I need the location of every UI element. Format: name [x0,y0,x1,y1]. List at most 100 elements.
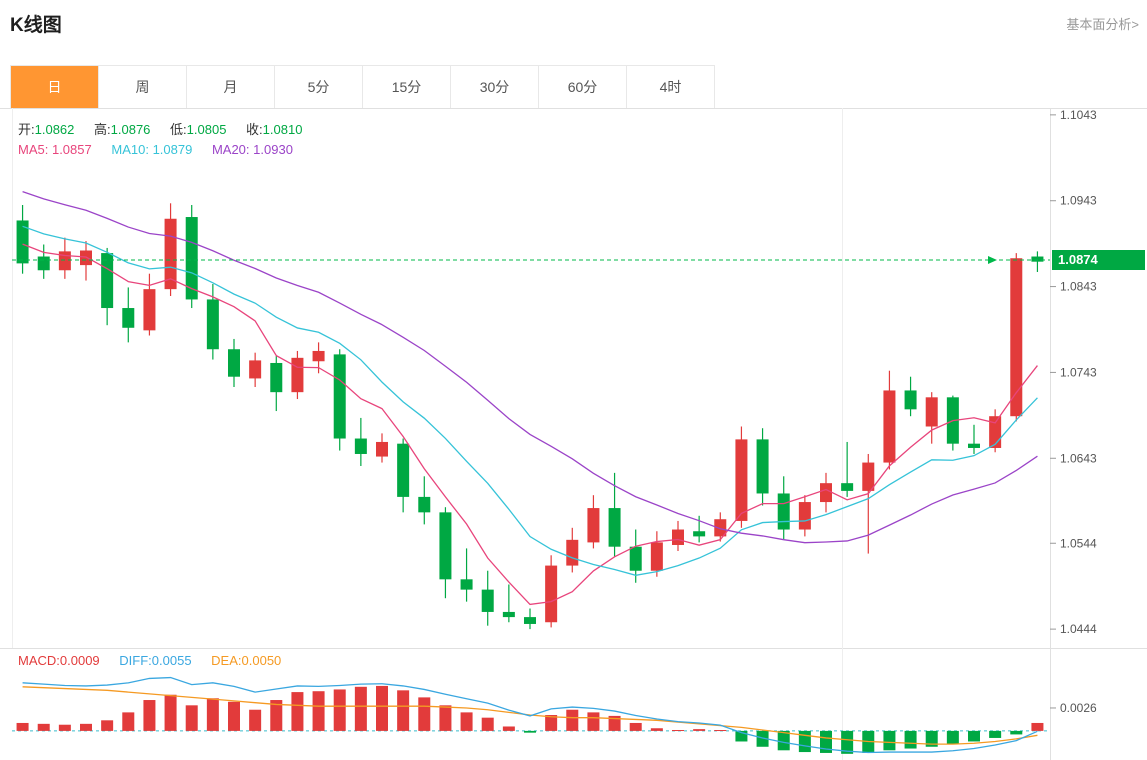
candle-body [566,539,579,566]
low-label: 低: [170,122,187,137]
candle-body [714,519,727,537]
macd-bar [312,691,325,731]
candle-body [756,439,769,494]
candle-body [650,542,663,571]
tab-4hour[interactable]: 4时 [627,66,714,108]
candle-body [904,390,917,410]
macd-bar [608,715,621,731]
macd-bar [925,730,938,747]
macd-bar [989,730,1002,738]
tab-5min[interactable]: 5分 [275,66,363,108]
candle-body [820,483,832,503]
tab-60min[interactable]: 60分 [539,66,627,108]
macd-legend: MACD:0.0009 DIFF:0.0055 DEA:0.0050 [18,653,297,668]
ma5-label: MA5: [18,142,49,157]
macd-bar [206,698,219,731]
macd-label: MACD: [18,653,60,668]
candle-body [460,579,473,590]
macd-bar [376,685,388,731]
ma10-label: MA10: [111,142,149,157]
candle-body [376,441,388,457]
macd-bar [228,701,240,731]
macd-bar [122,712,135,731]
candlestick-chart: 1.1043 1.0943 1.0843 1.0743 1.0643 1.0544 1.04… [0,108,1147,760]
macd-bar [397,690,410,731]
macd-bar [101,720,114,731]
macd-bar [37,723,50,731]
macd-bar [904,730,917,749]
macd-bar [502,726,515,731]
diff-value: 0.0055 [151,653,192,668]
dea-label: DEA: [211,653,242,668]
macd-bar [185,705,198,731]
candle-body [397,443,410,497]
candle-body [206,299,219,350]
open-label: 开: [18,122,35,137]
ma-lines [22,191,1038,606]
svg-text:1.0444: 1.0444 [1060,622,1097,636]
candle-body [312,350,325,362]
candle-body [608,508,621,547]
chart-grid [0,108,1147,760]
macd-bar [439,705,452,731]
macd-bar [418,697,431,731]
candle-body [524,617,536,624]
macd-bar [566,709,579,731]
ma5-value: 1.0857 [51,142,92,157]
diff-label: DIFF: [119,653,152,668]
macd-bar [545,715,558,731]
macd-histogram [16,685,1044,754]
fundamental-analysis-link[interactable]: 基本面分析> [1066,17,1139,32]
macd-bar [672,730,684,732]
macd-bar [481,717,494,731]
candle-body [143,289,156,331]
candle-body [122,308,135,328]
macd-bar [883,730,896,751]
candle-body [291,357,304,393]
macd-bar [587,712,600,731]
candle-body [270,362,283,393]
tab-month[interactable]: 月 [187,66,275,108]
macd-bar [798,730,811,753]
macd-bar [16,722,29,731]
macd-bar [524,730,536,733]
candle-body [249,360,262,379]
dea-value: 0.0050 [241,653,282,668]
candle-body [1010,258,1023,417]
tab-15min[interactable]: 15分 [363,66,451,108]
candle-body [968,443,980,448]
svg-text:1.1043: 1.1043 [1060,108,1097,122]
tab-day[interactable]: 日 [11,66,99,108]
macd-bar [820,730,832,753]
macd-bar [249,709,262,731]
macd-bar [968,730,980,742]
candle-body [80,250,92,266]
macd-bar [58,724,71,731]
candle-body [693,531,706,537]
candle-body [37,256,50,271]
macd-bar [693,729,706,731]
low-value: 1.0805 [186,122,227,137]
macd-lines [22,676,1038,754]
macd-bar [1010,730,1023,735]
macd-bar [756,730,769,747]
macd-bar [80,723,92,731]
candle-body [228,349,240,377]
candle-body [862,462,875,491]
candle-body [101,253,114,309]
macd-bar [841,730,854,754]
macd-bar [650,728,663,731]
tab-30min[interactable]: 30分 [451,66,539,108]
candle-body [16,220,29,264]
ma20-value: 1.0930 [253,142,293,157]
current-price-marker [988,255,997,264]
page-title: K线图 [10,15,62,36]
candle-body [502,611,515,618]
macd-bar [164,694,177,731]
macd-bar [354,686,367,731]
candle-body [798,502,811,530]
tab-week[interactable]: 周 [99,66,187,108]
candle-body [925,397,938,427]
candle-body [481,589,494,612]
candle-body [1031,256,1044,262]
